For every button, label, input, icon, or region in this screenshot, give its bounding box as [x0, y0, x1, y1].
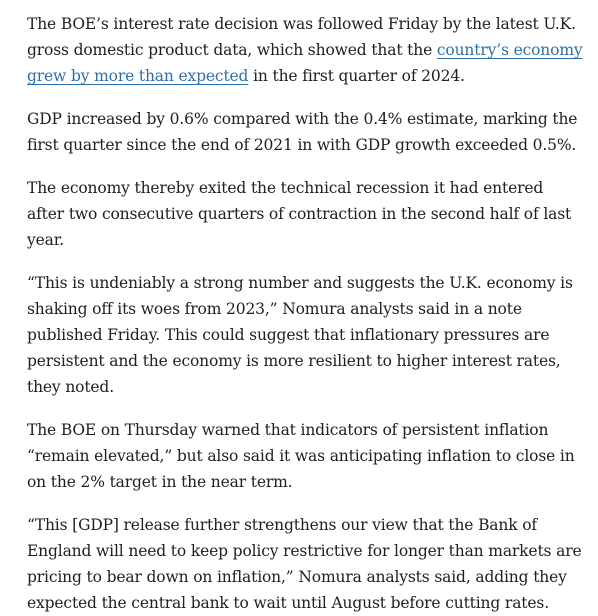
- paragraph-nomura-outlook: “This [GDP] release further strengthens …: [27, 516, 582, 612]
- paragraph-gdp-increase: GDP increased by 0.6% compared with the …: [27, 110, 578, 154]
- paragraph-recession-exit: The economy thereby exited the technical…: [27, 179, 572, 249]
- economy-growth-link[interactable]: country’s economy grew by more than expe…: [27, 41, 583, 85]
- paragraph-text: The BOE’s interest rate decision was fol…: [27, 15, 576, 59]
- paragraph-nomura-quote: “This is undeniably a strong number and …: [27, 274, 573, 396]
- paragraph-boe-warning: The BOE on Thursday warned that indicato…: [27, 421, 575, 491]
- paragraph-text: in the first quarter of 2024.: [248, 67, 465, 85]
- paragraph-gdp-data: The BOE’s interest rate decision was fol…: [27, 11, 584, 89]
